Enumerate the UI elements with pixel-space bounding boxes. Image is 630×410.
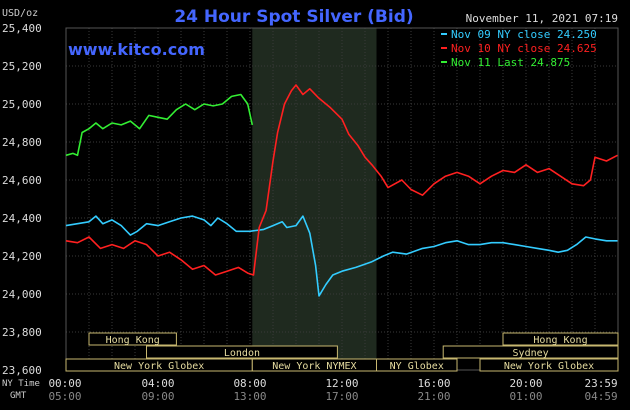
y-tick-label: 24,000: [2, 288, 42, 301]
y-tick-label: 24,200: [2, 250, 42, 263]
grid-layer: [65, 27, 619, 371]
x-tick-label-ny: 00:00: [48, 377, 81, 390]
series-layer: [65, 84, 618, 297]
axis-labels-layer: 25,400 25,200 25,000 24,800 24,600 24,400 24,2…: [2, 22, 618, 403]
legend-entry-2: Nov 11 Last 24.875: [451, 56, 570, 69]
session-bar: [502, 332, 619, 346]
x-tick-label-gmt: 05:00: [48, 390, 81, 403]
y-tick-label: 25,000: [2, 98, 42, 111]
nymex-shaded-region: [252, 28, 377, 370]
shaded-session-layer: [252, 28, 377, 370]
session-bar: [479, 358, 619, 372]
session-bar: [88, 332, 177, 346]
ny-time-row-label: NY Time: [2, 379, 40, 389]
x-tick-label-ny: 08:00: [233, 377, 266, 390]
x-tick-label-ny: 12:00: [325, 377, 358, 390]
y-tick-label: 24,600: [2, 174, 42, 187]
series-line-0: [65, 215, 618, 297]
legend-entry-1: Nov 10 NY close 24.625: [451, 42, 597, 55]
session-label: Hong Kong: [533, 335, 587, 346]
x-tick-label-ny: 20:00: [509, 377, 542, 390]
date-label: November 11, 2021 07:19: [466, 12, 618, 25]
x-tick-label-ny: 04:00: [141, 377, 174, 390]
session-label: New York NYMEX: [272, 361, 356, 372]
x-tick-label-gmt: 09:00: [141, 390, 174, 403]
x-tick-label-ny: 23:59: [584, 377, 617, 390]
session-bar: [376, 358, 458, 372]
session-label: Hong Kong: [106, 335, 160, 346]
gmt-row-label: GMT: [10, 391, 27, 401]
series-line-2: [65, 93, 254, 157]
session-label: NY Globex: [390, 361, 444, 372]
session-label: Sydney: [513, 348, 549, 359]
chart-title: 24 Hour Spot Silver (Bid): [174, 7, 413, 27]
session-label: London: [224, 348, 260, 359]
y-tick-label: 24,800: [2, 136, 42, 149]
series-line-1: [65, 84, 618, 276]
session-label: New York Globex: [114, 361, 204, 372]
y-tick-label: 25,200: [2, 60, 42, 73]
x-tick-label-gmt: 21:00: [417, 390, 450, 403]
session-bar: [146, 345, 338, 359]
y-tick-label: 23,600: [2, 364, 42, 377]
legend-entry-0: Nov 09 NY close 24.250: [451, 28, 597, 41]
x-tick-label-ny: 16:00: [417, 377, 450, 390]
x-tick-label-gmt: 13:00: [233, 390, 266, 403]
y-tick-label: 24,400: [2, 212, 42, 225]
x-tick-label-gmt: 17:00: [325, 390, 358, 403]
session-bar: [442, 345, 619, 359]
y-tick-label: 23,800: [2, 326, 42, 339]
y-tick-label: 25,400: [2, 22, 42, 35]
x-tick-label-gmt: 04:59: [584, 390, 617, 403]
unit-label: USD/oz: [2, 8, 38, 19]
site-watermark: www.kitco.com: [68, 40, 205, 59]
x-tick-label-gmt: 01:00: [509, 390, 542, 403]
session-label: New York Globex: [504, 361, 594, 372]
session-bars-layer: Hong Kong Hong Kong London Sydney New York G…: [65, 332, 619, 372]
